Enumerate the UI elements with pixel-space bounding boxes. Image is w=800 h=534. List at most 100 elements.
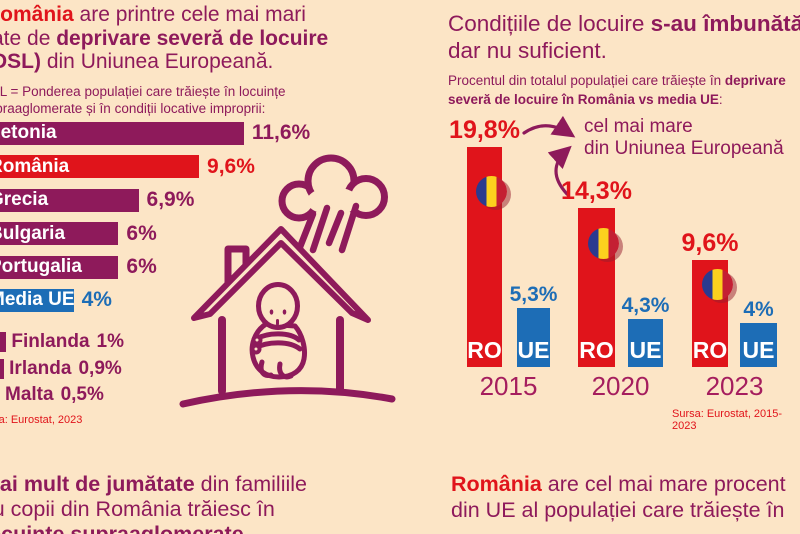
bar-row-irlanda: Irlanda 0,9% (0, 358, 122, 380)
bar-row-bulgaria: Bulgaria 6% (0, 222, 157, 246)
romania-flag-icon (701, 268, 733, 300)
text-segment: locuințe supraaglomerate (0, 522, 244, 534)
child-icon (249, 282, 307, 380)
series-label-ro: RO (692, 336, 728, 363)
house-illustration (179, 154, 396, 408)
series-label-ro: RO (579, 336, 614, 363)
bar: Media UE (0, 288, 75, 312)
text-segment: : (718, 92, 723, 107)
roof-icon (191, 226, 371, 323)
house-icon (179, 226, 396, 408)
bar-value: 6,9% (146, 188, 195, 211)
text-segment: s-au îmbunătățit, (650, 11, 800, 36)
bar-row-grecia: Grecia 6,9% (0, 188, 194, 212)
arrow-from-2015-icon (522, 115, 576, 138)
bar-label: Grecia (0, 189, 49, 210)
chimney-icon (224, 245, 250, 289)
text-line: din UE al populației care trăiește în (451, 497, 786, 523)
bar-value: 6% (126, 255, 157, 278)
series-label-ue: UE (517, 336, 550, 363)
right-panel-title: Condițiile de locuire s-au îmbunătățit,d… (448, 11, 800, 64)
text-line: din Uniunea Europeană (584, 137, 784, 159)
romania-flag-icon (476, 176, 507, 208)
text-segment: Mai mult de jumătate (0, 472, 195, 496)
left-source-note: Sursa: Eurostat, 2023 (0, 414, 83, 426)
eu-highest-annotation: cel mai mare din Uniunea Europeană (584, 116, 784, 159)
arrow-from-2020-icon (547, 145, 572, 196)
bar: Bulgaria (0, 222, 119, 245)
text-line: severă de locuire în România vs media UE… (448, 90, 786, 109)
bar-value: 0,9% (78, 357, 122, 379)
ground-line (179, 387, 396, 408)
ro-bar-2023: RO (692, 260, 733, 367)
ro-bar-2020: RO (578, 207, 619, 367)
text-line: locuințe supraaglomerate (0, 522, 307, 534)
text-line: cel mai mare (584, 116, 693, 137)
text-segment: rate de (0, 26, 51, 50)
bar-value: 0,5% (60, 384, 104, 405)
text-segment: (DSL) (0, 50, 41, 73)
bar-label: Irlanda (9, 357, 72, 379)
bar-value: 6% (126, 221, 157, 245)
text-line: (DSL) din Uniunea Europeană. (0, 50, 328, 74)
bar: Grecia (0, 188, 139, 212)
right-panel-subtitle: Procentul din totalul populației care tr… (448, 71, 786, 109)
bar (0, 358, 5, 379)
text-segment: dar nu suficient. (448, 37, 607, 63)
annotation-arrows (522, 115, 576, 196)
text-line: Condițiile de locuire s-au îmbunătățit, (448, 11, 800, 38)
bar-value: 11,6% (251, 121, 311, 144)
child-head (256, 282, 300, 330)
ro-value-2023: 9,6% (681, 229, 739, 258)
bar: Letonia (0, 121, 244, 145)
ue-bar-2015: UE (517, 308, 550, 367)
text-segment: Condițiile de locuire (448, 11, 651, 36)
bar-row-românia: România 9,6% (0, 155, 255, 179)
right-source-note: Sursa: Eurostat, 2015-2023 (672, 408, 783, 432)
bar-label: România (0, 155, 70, 177)
bar: Portugalia (0, 255, 119, 279)
left-panel-title: România are printre cele mai marirate de… (0, 3, 328, 74)
series-label-ue: UE (629, 336, 662, 363)
housing-deprivation-country-chart: Letonia 11,6% România 9,6% Grecia 6,9% Bulgari… (0, 0, 440, 440)
ro-value-2020: 14,3% (561, 176, 632, 205)
text-segment: deprivare severă de locuire (56, 26, 329, 50)
bar-row-malta: Malta 0,5% (0, 384, 104, 406)
year-label-2015: 2015 (479, 371, 538, 401)
ue-bar-2020: UE (628, 319, 663, 367)
text-line: România are printre cele mai mari (0, 3, 328, 27)
year-label-2020: 2020 (591, 371, 650, 401)
ro-value-2015: 19,8% (449, 115, 520, 144)
text-segment: din UE al populației care trăiește în (451, 498, 785, 522)
text-segment: are cel mai mare procent (541, 472, 786, 496)
bar (0, 332, 7, 352)
text-segment: România (451, 472, 542, 496)
series-label-ro: RO (467, 336, 502, 363)
bar-row-media-ue: Media UE 4% (0, 288, 112, 312)
bar-value: 9,6% (207, 154, 255, 178)
bar-row-portugalia: Portugalia 6% (0, 255, 157, 279)
text-line: rate de deprivare severă de locuire (0, 27, 328, 51)
ue-value-2023: 4% (743, 297, 774, 321)
right-bottom-text: România are cel mai mare procent din UE a… (451, 471, 786, 523)
bar: România (0, 155, 200, 178)
text-line: Mai mult de jumătate din familiile (0, 472, 307, 497)
bar-label: Malta (5, 384, 54, 405)
text-segment: cu copii din România trăiesc în (0, 497, 275, 521)
text-segment: Procentul din totalul populației care tr… (448, 73, 725, 88)
ro-bar-2015: RO (467, 146, 507, 367)
bar-label: Bulgaria (0, 222, 66, 244)
bar-label: Portugalia (0, 256, 82, 277)
ue-value-2020: 4,3% (621, 294, 670, 318)
rain-cloud-icon (278, 154, 388, 254)
text-segment: deprivare (724, 73, 786, 88)
left-panel-subtitle: DSL = Ponderea populației care trăiește … (0, 83, 286, 117)
rain-lines-icon (296, 202, 360, 254)
bar-value: 4% (81, 288, 112, 311)
text-segment: severă de locuire în România vs media UE (448, 92, 719, 107)
ro-vs-ue-yearly-chart: 19,8% RO 5,3% UE 2015 14,3% RO 4,3% UE 2020 9,6% RO… (449, 115, 777, 401)
left-bottom-text: Mai mult de jumătate din familiile cu cop… (0, 472, 307, 534)
romania-flag-icon (588, 228, 619, 260)
ue-value-2015: 5,3% (509, 283, 558, 307)
